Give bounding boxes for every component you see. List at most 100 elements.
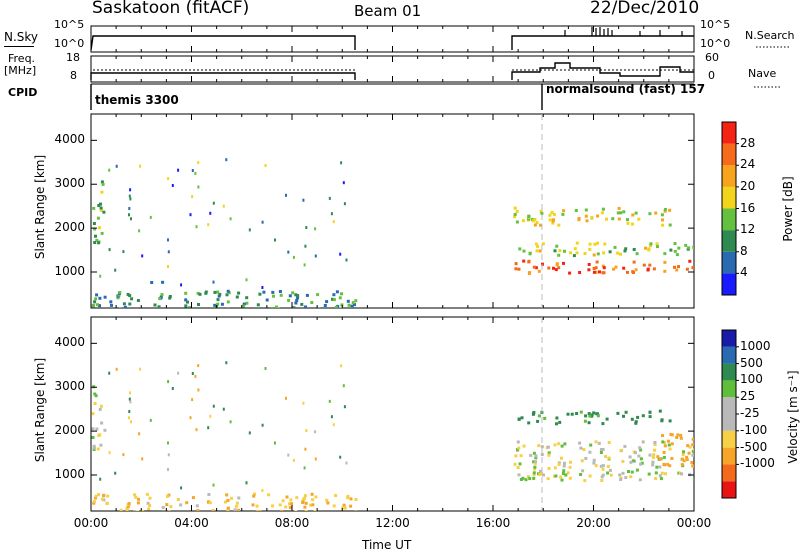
- velocity-cell: [230, 496, 233, 500]
- power-cell: [91, 303, 95, 307]
- power-cell: [245, 301, 249, 305]
- power-cell: [153, 303, 157, 307]
- velocity-colorbar-swatch: [722, 363, 736, 381]
- velocity-cell: [114, 471, 117, 475]
- velocity-cell: [349, 497, 353, 501]
- velocity-colorbar-tick-label: -500: [740, 439, 768, 454]
- power-colorbar-tick-label: 28: [740, 135, 756, 150]
- power-cell: [196, 291, 200, 295]
- power-cell: [539, 223, 543, 227]
- velocity-cell: [624, 476, 628, 479]
- power-cell: [189, 213, 192, 217]
- velocity-cell: [599, 464, 603, 468]
- velocity-cell: [149, 418, 152, 422]
- power-cell: [138, 229, 141, 233]
- power-cell: [100, 190, 104, 194]
- velocity-cell: [208, 501, 212, 505]
- velocity-cell: [659, 477, 663, 481]
- velocity-cell: [663, 463, 667, 467]
- power-cell: [553, 249, 557, 253]
- power-cell: [596, 241, 599, 245]
- power-cell: [332, 220, 335, 224]
- power-cell: [241, 304, 245, 308]
- power-cell: [515, 209, 519, 213]
- velocity-cell: [167, 441, 169, 445]
- power-cell: [332, 293, 336, 297]
- power-colorbar-tick-label: 24: [740, 157, 756, 172]
- power-cell: [574, 209, 578, 212]
- velocity-cell: [517, 473, 521, 477]
- velocity-cell: [582, 448, 586, 451]
- velocity-cell: [146, 501, 150, 505]
- velocity-cell: [601, 422, 605, 426]
- velocity-cell: [621, 471, 625, 475]
- power-cell: [603, 242, 607, 246]
- power-cell: [572, 254, 576, 258]
- power-cell: [291, 291, 295, 295]
- velocity-cell: [93, 402, 97, 405]
- power-cell: [292, 255, 295, 259]
- power-cell: [598, 270, 601, 274]
- velocity-cell: [129, 391, 132, 395]
- x-tick-label: 16:00: [475, 516, 511, 530]
- velocity-cell: [185, 501, 189, 505]
- velocity-echo-marks: [91, 361, 694, 511]
- power-cell: [518, 247, 522, 251]
- power-cell: [647, 247, 651, 251]
- power-cell: [274, 238, 276, 242]
- velocity-cell: [605, 417, 609, 421]
- velocity-cell: [570, 412, 574, 416]
- power-cell: [292, 306, 296, 308]
- velocity-cell: [248, 431, 251, 435]
- power-cell: [117, 293, 121, 297]
- power-cell: [213, 290, 217, 294]
- power-cell: [108, 168, 111, 172]
- velocity-cell: [691, 453, 694, 457]
- power-cell: [602, 251, 606, 255]
- velocity-cell: [94, 496, 97, 500]
- x-tick-label: 20:00: [576, 516, 611, 530]
- power-cell: [601, 207, 605, 211]
- velocity-cell: [648, 415, 652, 419]
- power-cell: [522, 249, 526, 253]
- velocity-cell: [655, 465, 659, 469]
- y-tick-label: 1000: [54, 264, 85, 278]
- velocity-cell: [517, 446, 521, 450]
- velocity-cell: [128, 397, 131, 401]
- power-cell: [685, 267, 689, 271]
- power-cell: [654, 211, 658, 215]
- power-cell: [98, 226, 102, 230]
- velocity-cell: [527, 421, 531, 425]
- velocity-cell: [264, 367, 267, 370]
- velocity-cell: [561, 472, 565, 475]
- y-tick-label: 4000: [54, 132, 85, 147]
- power-cell: [592, 267, 596, 270]
- power-cell: [611, 217, 615, 221]
- velocity-cell: [93, 392, 97, 396]
- power-cell: [562, 209, 566, 213]
- velocity-cell: [653, 443, 657, 447]
- power-cell: [583, 252, 587, 255]
- velocity-cell: [555, 416, 559, 420]
- velocity-cell: [342, 384, 345, 388]
- velocity-cell: [313, 510, 317, 511]
- power-cell: [100, 231, 104, 235]
- velocity-cell: [339, 455, 342, 459]
- power-cell: [261, 220, 264, 224]
- power-cell: [531, 219, 535, 223]
- power-cell: [540, 211, 544, 215]
- power-cell: [305, 226, 308, 229]
- velocity-cell: [630, 470, 634, 474]
- velocity-cell: [134, 495, 138, 499]
- velocity-cell: [537, 414, 541, 418]
- velocity-cell: [522, 444, 526, 448]
- power-cell: [552, 212, 556, 216]
- velocity-cell: [547, 453, 551, 457]
- axis-ticks: [90, 26, 695, 511]
- power-cell: [99, 206, 103, 210]
- power-cell: [584, 214, 588, 218]
- velocity-cell: [532, 451, 536, 455]
- velocity-cell: [540, 453, 544, 456]
- power-cell: [108, 248, 111, 252]
- power-cell: [98, 296, 102, 300]
